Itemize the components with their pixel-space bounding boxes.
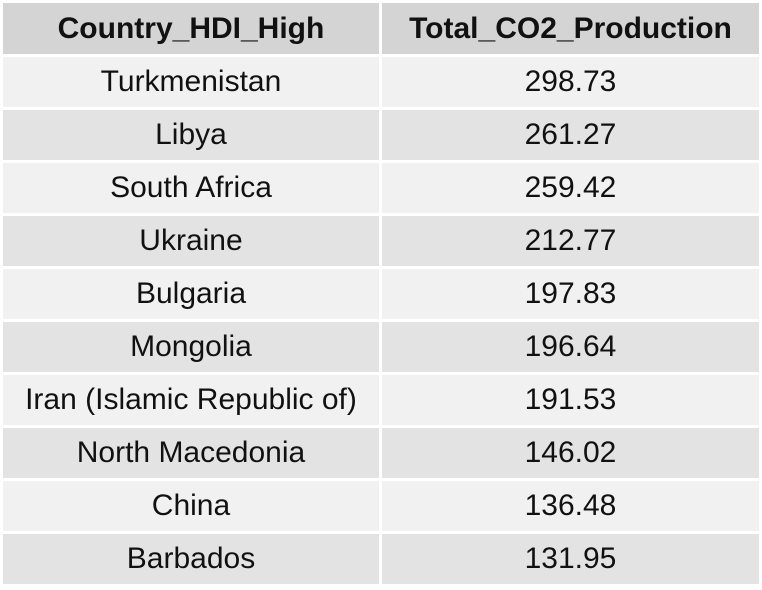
table-row: South Africa 259.42 [3,163,759,213]
country-cell: Ukraine [3,216,379,266]
table-header-row: Country_HDI_High Total_CO2_Production [3,3,759,54]
column-header-co2: Total_CO2_Production [381,3,759,54]
table-row: Mongolia 196.64 [3,322,759,372]
co2-cell: 131.95 [381,534,759,584]
table-row: Iran (Islamic Republic of) 191.53 [3,375,759,425]
table-row: Barbados 131.95 [3,534,759,584]
country-cell: China [3,481,379,531]
co2-cell: 261.27 [381,110,759,160]
country-cell: Bulgaria [3,269,379,319]
co2-cell: 212.77 [381,216,759,266]
co2-cell: 298.73 [381,57,759,107]
table-row: China 136.48 [3,481,759,531]
country-cell: Turkmenistan [3,57,379,107]
country-cell: Barbados [3,534,379,584]
co2-cell: 196.64 [381,322,759,372]
country-cell: Libya [3,110,379,160]
table-row: Turkmenistan 298.73 [3,57,759,107]
co2-cell: 259.42 [381,163,759,213]
co2-cell: 197.83 [381,269,759,319]
table-row: Bulgaria 197.83 [3,269,759,319]
table-row: Libya 261.27 [3,110,759,160]
co2-cell: 146.02 [381,428,759,478]
co2-cell: 136.48 [381,481,759,531]
country-cell: South Africa [3,163,379,213]
column-header-country: Country_HDI_High [3,3,379,54]
table-row: Ukraine 212.77 [3,216,759,266]
table-row: North Macedonia 146.02 [3,428,759,478]
co2-cell: 191.53 [381,375,759,425]
country-cell: Iran (Islamic Republic of) [3,375,379,425]
country-cell: Mongolia [3,322,379,372]
country-cell: North Macedonia [3,428,379,478]
